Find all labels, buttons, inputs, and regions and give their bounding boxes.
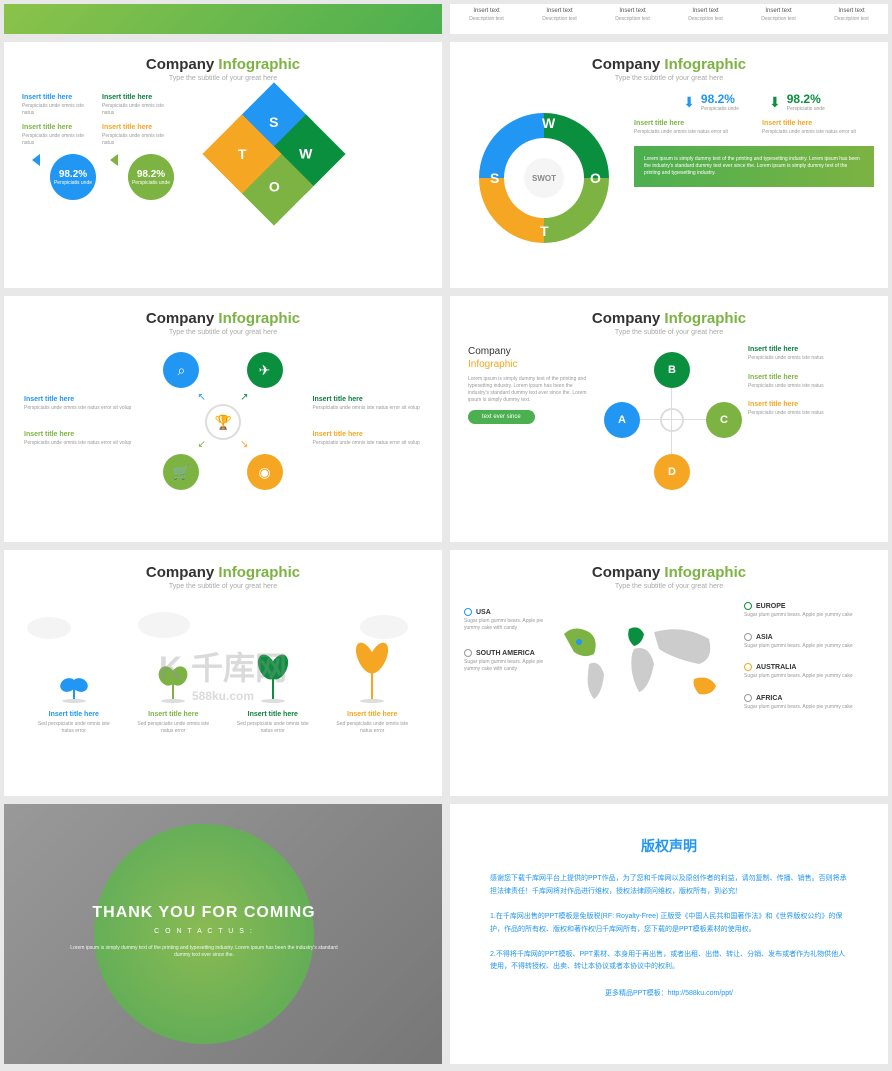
region-item: EUROPESugar plum gummi bears. Apple pie … <box>744 602 864 619</box>
slide-copyright: 版权声明 感谢您下载千库网平台上提供的PPT作品，为了您和千库网以及原创作者的利… <box>450 804 888 1064</box>
stat-circle: 98.2%Perspiciatis unde <box>50 154 96 200</box>
thank-you-title: THANK YOU FOR COMING <box>64 904 344 922</box>
plant-item: Insert title hereSed perspiciatis unde o… <box>332 628 412 734</box>
contact-label: C O N T A C T U S : <box>64 928 344 935</box>
info-item: Insert title herePerspiciatis unde omnis… <box>102 94 172 116</box>
info-item: Insert title herePerspiciatis unde omnis… <box>634 120 746 136</box>
region-item: AFRICASugar plum gummi bears. Apple pie … <box>744 694 864 711</box>
swot-diagram: S W O T <box>204 84 344 224</box>
info-item: Insert title herePerspiciatis unde omnis… <box>102 124 172 146</box>
info-item: Insert title herePerspiciatis unde omnis… <box>748 346 858 362</box>
slide-swot-1: Company Infographic Type the subtitle of… <box>4 42 442 288</box>
header-item: Insert textDescription text <box>608 8 658 22</box>
icon-diagram: 🏆 ⌕✈🛒◉ ↖ ↗ ↙ ↘ <box>133 346 312 496</box>
feature-icon: 🛒 <box>163 454 199 490</box>
info-item: Insert title herePerspiciatis unde omnis… <box>22 124 92 146</box>
swot-center: SWOT <box>524 158 564 198</box>
info-item: Insert title herePerspiciatis unde omnis… <box>24 396 133 412</box>
region-item: ASIASugar plum gummi bears. Apple pie yu… <box>744 633 864 650</box>
slide-swot-2: Company InfographicType the subtitle of … <box>450 42 888 288</box>
slide-header-items: Insert textDescription text Insert textDe… <box>450 4 888 34</box>
slide-plants: Company InfographicType the subtitle of … <box>4 550 442 796</box>
abcd-diagram: ABCD <box>598 346 748 496</box>
node-C: C <box>706 402 742 438</box>
feature-icon: ◉ <box>247 454 283 490</box>
stat-circle: 98.2%Perspiciatis unde <box>128 154 174 200</box>
trophy-icon: 🏆 <box>205 404 241 440</box>
node-D: D <box>654 454 690 490</box>
info-item: Insert title herePerspiciatis unde omnis… <box>762 120 874 136</box>
header-item: Insert textDescription text <box>462 8 512 22</box>
plant-item: Insert title hereSed perspiciatis unde o… <box>133 658 213 734</box>
info-banner: Lorem ipsum is simply dummy text of the … <box>634 146 874 187</box>
stat-item: ⬇98.2%Perspiciatis unde <box>683 92 739 112</box>
world-map <box>544 604 744 734</box>
node-B: B <box>654 352 690 388</box>
feature-icon: ⌕ <box>163 352 199 388</box>
node-A: A <box>604 402 640 438</box>
region-item: AUSTRALIASugar plum gummi bears. Apple p… <box>744 663 864 680</box>
slide-title: Company Infographic Type the subtitle of… <box>4 42 442 86</box>
header-item: Insert textDescription text <box>827 8 877 22</box>
info-item: Insert title herePerspiciatis unde omnis… <box>22 94 92 116</box>
slide-header-green <box>4 4 442 34</box>
slide-four-icons: Company InfographicType the subtitle of … <box>4 296 442 542</box>
plant-item: Insert title hereSed perspiciatis unde o… <box>34 673 114 734</box>
more-templates-link[interactable]: 更多精品PPT模板：http://588ku.com/ppt/ <box>490 988 848 1001</box>
header-item: Insert textDescription text <box>681 8 731 22</box>
feature-icon: ✈ <box>247 352 283 388</box>
region-item: SOUTH AMERICASugar plum gummi bears. App… <box>464 649 544 672</box>
svg-text:O: O <box>590 170 601 186</box>
svg-text:W: W <box>542 115 556 131</box>
info-item: Insert title herePerspiciatis unde omnis… <box>24 431 133 447</box>
copyright-title: 版权声明 <box>490 834 848 859</box>
header-item: Insert textDescription text <box>535 8 585 22</box>
region-item: USASugar plum gummi bears. Apple pie yum… <box>464 608 544 631</box>
info-item: Insert title herePerspiciatis unde omnis… <box>313 431 422 447</box>
swot-circular: S W O T SWOT <box>464 98 624 258</box>
text-button[interactable]: text ever since <box>468 410 535 424</box>
info-item: Insert title herePerspiciatis unde omnis… <box>748 401 858 417</box>
info-item: Insert title herePerspiciatis unde omnis… <box>748 374 858 390</box>
slide-map: Company InfographicType the subtitle of … <box>450 550 888 796</box>
plant-item: Insert title hereSed perspiciatis unde o… <box>233 643 313 734</box>
slide-abcd: Company InfographicType the subtitle of … <box>450 296 888 542</box>
slide-thank-you: THANK YOU FOR COMING C O N T A C T U S :… <box>4 804 442 1064</box>
info-item: Insert title herePerspiciatis unde omnis… <box>313 396 422 412</box>
svg-text:T: T <box>540 223 549 239</box>
svg-text:S: S <box>490 170 499 186</box>
header-item: Insert textDescription text <box>754 8 804 22</box>
stat-item: ⬇98.2%Perspiciatis unde <box>769 92 825 112</box>
